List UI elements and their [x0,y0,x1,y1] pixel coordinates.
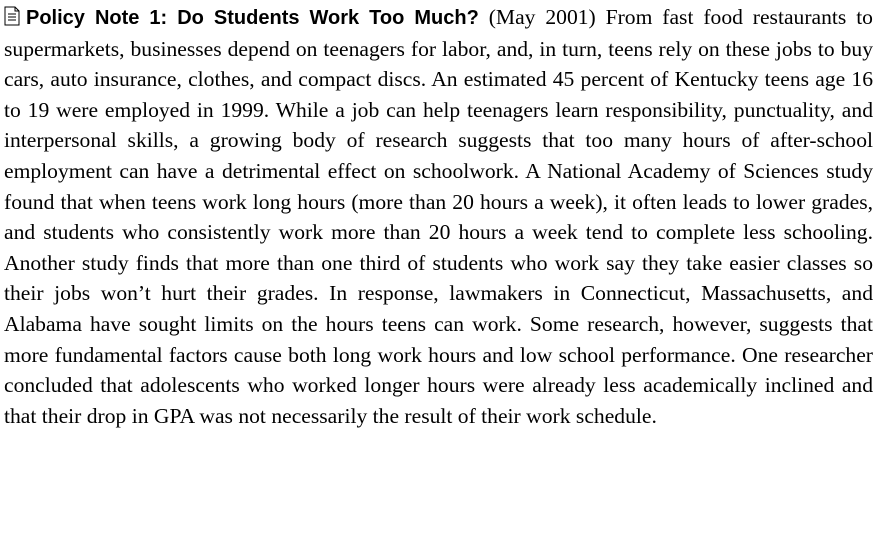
document-icon [4,6,20,26]
note-paragraph: Policy Note 1: Do Students Work Too Much… [4,2,873,431]
note-title: Policy Note 1: Do Students Work Too Much… [26,7,479,29]
note-date: (May 2001) [488,5,596,29]
note-body: From fast food restaurants to supermarke… [4,5,873,428]
